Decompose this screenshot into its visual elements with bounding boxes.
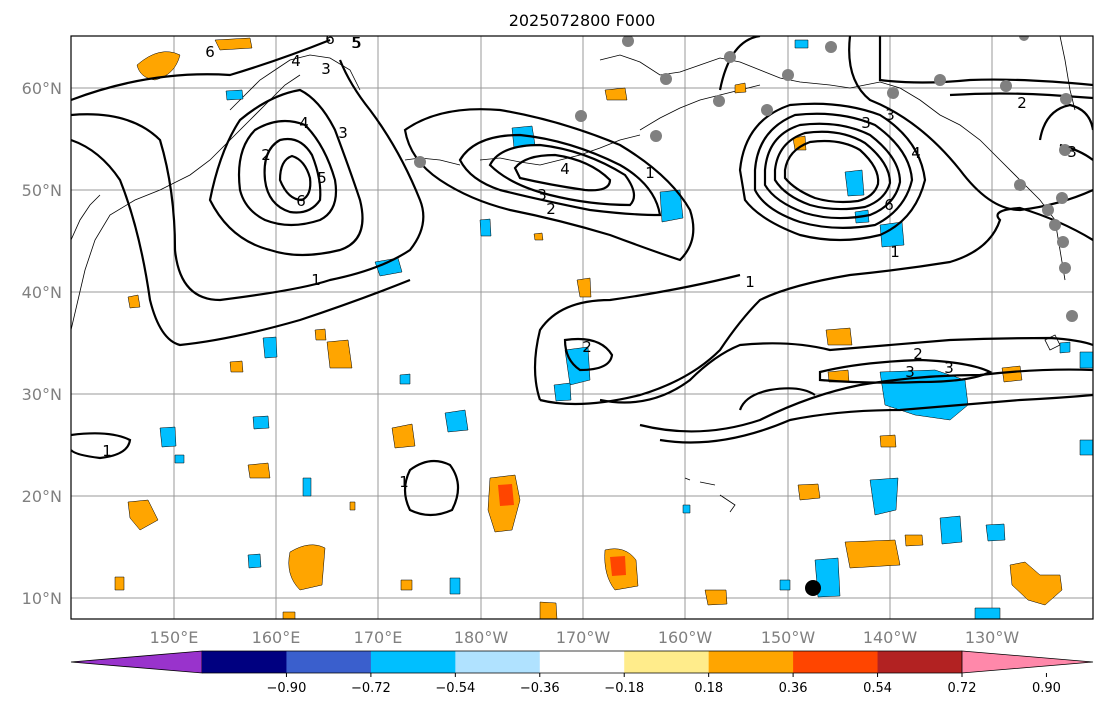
colorbar-tick-label: −0.72 [351, 681, 391, 696]
svg-text:1: 1 [645, 164, 655, 182]
lon-label: 150°W [761, 628, 816, 647]
svg-text:6: 6 [205, 43, 215, 61]
colorbar-segment [624, 651, 710, 673]
svg-text:3: 3 [885, 106, 895, 124]
lon-label: 180°W [454, 628, 509, 647]
lat-label: 40°N [22, 283, 62, 302]
lon-label: 140°W [863, 628, 918, 647]
colorbar-segment [793, 651, 879, 673]
svg-text:2: 2 [546, 200, 556, 218]
svg-text:3: 3 [338, 124, 348, 142]
svg-text:3: 3 [944, 359, 954, 377]
lat-label: 20°N [22, 487, 62, 506]
lat-label: 60°N [22, 79, 62, 98]
svg-text:5: 5 [352, 34, 362, 52]
svg-text:4: 4 [299, 114, 309, 132]
svg-text:4: 4 [560, 160, 570, 178]
lon-label: 170°E [354, 628, 403, 647]
colorbar-tick-label: −0.18 [604, 681, 644, 696]
svg-text:3: 3 [861, 114, 871, 132]
svg-text:5: 5 [317, 169, 327, 187]
lat-label: 10°N [22, 589, 62, 608]
svg-text:2: 2 [1017, 94, 1027, 112]
colorbar: −0.90 −0.72 −0.54 −0.36 −0.18 0.18 0.36 0.54 0.7… [70, 650, 1094, 696]
strong-positive-shading [498, 484, 626, 576]
svg-text:2: 2 [582, 338, 592, 356]
lat-label: 50°N [22, 181, 62, 200]
colorbar-segment [370, 651, 456, 673]
svg-text:4: 4 [911, 144, 921, 162]
svg-text:1: 1 [102, 442, 112, 460]
colorbar-tick-label: 0.90 [1032, 681, 1061, 696]
map-title: 2025072800 F000 [509, 11, 656, 30]
svg-text:3: 3 [537, 186, 547, 204]
colorbar-tick-label: −0.54 [435, 681, 475, 696]
colorbar-extend-high [961, 650, 1094, 674]
svg-text:3: 3 [1067, 143, 1077, 161]
lon-label: 150°E [150, 628, 199, 647]
map-frame [71, 36, 1093, 619]
svg-text:1: 1 [890, 243, 900, 261]
longitude-labels: 150°E 160°E 170°E 180°W 170°W 160°W 150°… [150, 628, 1020, 647]
lat-label: 30°N [22, 385, 62, 404]
svg-text:3: 3 [321, 60, 331, 78]
svg-text:6: 6 [325, 30, 335, 48]
colorbar-border [202, 650, 962, 674]
svg-text:2: 2 [913, 345, 923, 363]
colorbar-segment [708, 651, 794, 673]
svg-text:1: 1 [311, 271, 321, 289]
svg-text:4: 4 [291, 52, 301, 70]
svg-text:6: 6 [296, 192, 306, 210]
latitude-labels: 60°N 50°N 40°N 30°N 20°N 10°N [22, 79, 62, 608]
colorbar-segment [455, 651, 541, 673]
svg-text:1: 1 [745, 273, 755, 291]
station-markers [414, 36, 1078, 322]
colorbar-tick-label: −0.36 [520, 681, 560, 696]
colorbar-extend-low [70, 650, 203, 674]
lon-label: 160°W [658, 628, 713, 647]
svg-text:6: 6 [884, 196, 894, 214]
gridlines [71, 36, 1093, 619]
svg-text:1: 1 [399, 473, 409, 491]
svg-text:5: 5 [351, 34, 361, 52]
colorbar-tick-label: 0.72 [948, 681, 977, 696]
map-border [70, 35, 1094, 620]
contour-lines [71, 36, 1093, 517]
colorbar-segment [539, 651, 625, 673]
colorbar-segment [286, 651, 372, 673]
colorbar-tick-label: −0.90 [267, 681, 307, 696]
lon-label: 170°W [556, 628, 611, 647]
lon-label: 160°E [252, 628, 301, 647]
lon-label: 130°W [965, 628, 1020, 647]
colorbar-tick-label: 0.18 [694, 681, 723, 696]
svg-text:3: 3 [905, 363, 915, 381]
storm-marker [805, 580, 821, 596]
contour-labels: 6 5 4 3 6 5 4 3 2 1 2 3 4 1 1 3 4 6 1 2 … [102, 30, 1077, 491]
colorbar-tick-label: 0.36 [779, 681, 808, 696]
colorbar-segment [877, 651, 963, 673]
negative-shading [159, 39, 1093, 619]
svg-text:2: 2 [261, 146, 271, 164]
colorbar-tick-label: 0.54 [863, 681, 892, 696]
colorbar-segment [202, 651, 287, 673]
